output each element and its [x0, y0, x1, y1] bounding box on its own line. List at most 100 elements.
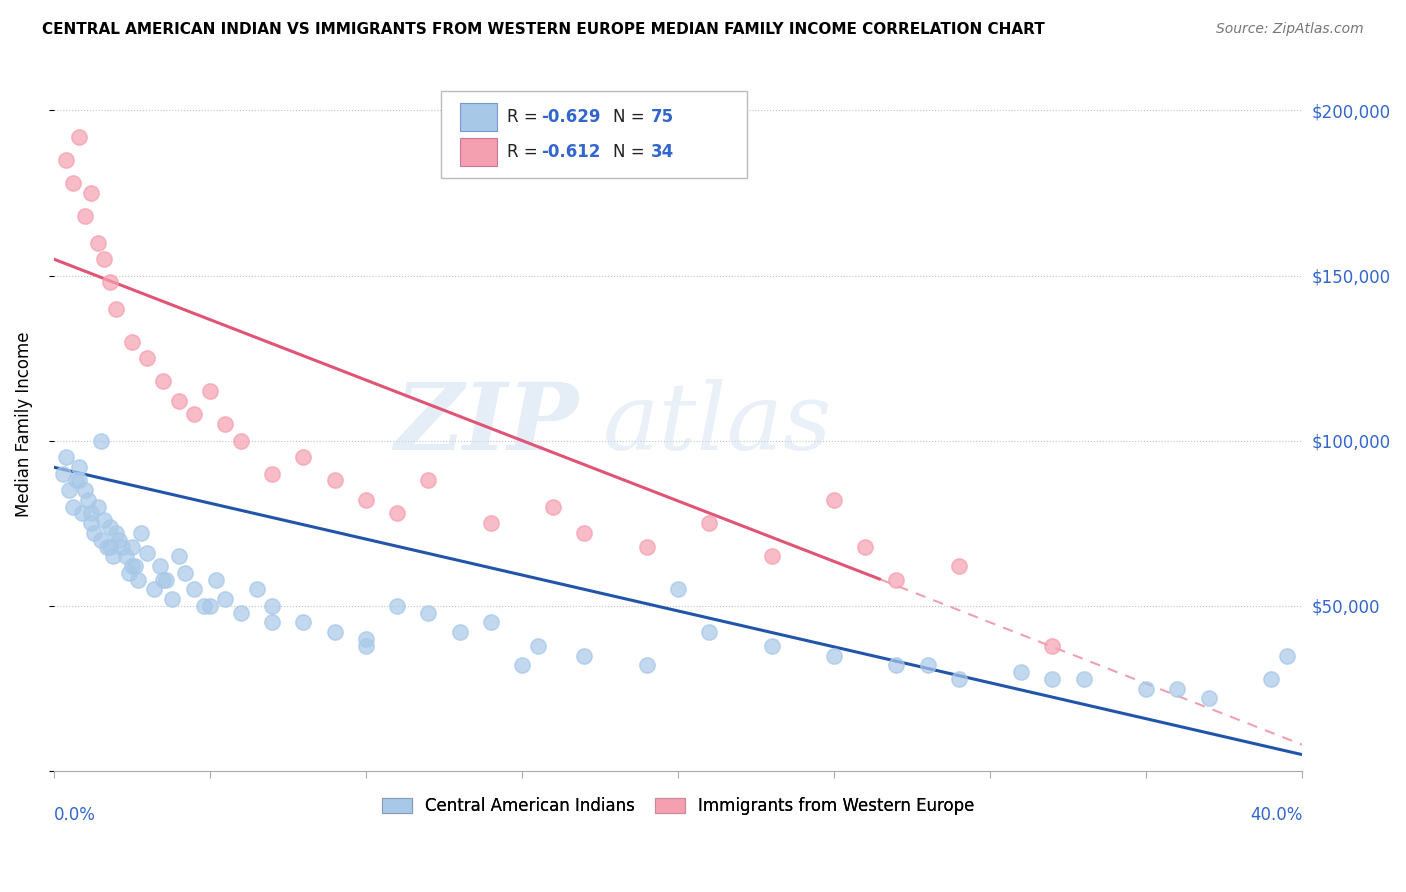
- Text: ZIP: ZIP: [394, 379, 578, 469]
- Point: [198, 599, 221, 613]
- Point: [697, 516, 720, 531]
- Point: [121, 559, 143, 574]
- Point: [77, 493, 100, 508]
- Point: [101, 549, 124, 564]
- Point: [183, 408, 205, 422]
- Point: [323, 625, 346, 640]
- Point: [853, 540, 876, 554]
- Point: [90, 533, 112, 547]
- Point: [354, 639, 377, 653]
- Point: [62, 500, 84, 514]
- Point: [152, 573, 174, 587]
- Point: [229, 606, 252, 620]
- Point: [108, 533, 131, 547]
- Point: [1198, 691, 1220, 706]
- Point: [385, 599, 408, 613]
- Point: [574, 648, 596, 663]
- Point: [98, 519, 121, 533]
- Point: [152, 375, 174, 389]
- Point: [262, 599, 284, 613]
- Text: 75: 75: [651, 108, 673, 126]
- Point: [52, 467, 75, 481]
- Point: [105, 526, 128, 541]
- Point: [917, 658, 939, 673]
- Point: [886, 658, 908, 673]
- Point: [142, 582, 165, 597]
- Point: [214, 417, 236, 432]
- Point: [1260, 672, 1282, 686]
- Point: [214, 592, 236, 607]
- Point: [65, 474, 87, 488]
- Text: R =: R =: [508, 108, 543, 126]
- Point: [262, 615, 284, 630]
- Point: [93, 513, 115, 527]
- Text: atlas: atlas: [603, 379, 832, 469]
- Text: -0.629: -0.629: [541, 108, 600, 126]
- Point: [80, 507, 103, 521]
- Point: [1135, 681, 1157, 696]
- Point: [67, 474, 90, 488]
- Text: 0.0%: 0.0%: [53, 805, 96, 824]
- Point: [73, 209, 96, 223]
- Point: [418, 606, 440, 620]
- Point: [1275, 648, 1298, 663]
- Point: [55, 153, 77, 167]
- Point: [121, 540, 143, 554]
- Point: [96, 540, 118, 554]
- Point: [636, 540, 658, 554]
- Point: [1010, 665, 1032, 679]
- Point: [246, 582, 269, 597]
- Point: [229, 434, 252, 448]
- Text: R =: R =: [508, 143, 543, 161]
- Point: [479, 615, 502, 630]
- Point: [510, 658, 533, 673]
- Point: [636, 658, 658, 673]
- Point: [114, 549, 136, 564]
- Point: [292, 615, 315, 630]
- FancyBboxPatch shape: [460, 137, 496, 166]
- Point: [193, 599, 215, 613]
- Point: [136, 351, 159, 366]
- Point: [183, 582, 205, 597]
- Point: [823, 648, 845, 663]
- Text: 34: 34: [651, 143, 673, 161]
- Point: [93, 252, 115, 266]
- Text: N =: N =: [613, 143, 650, 161]
- Point: [948, 672, 970, 686]
- Point: [73, 483, 96, 498]
- Point: [761, 639, 783, 653]
- Point: [948, 559, 970, 574]
- Point: [98, 275, 121, 289]
- Point: [83, 526, 105, 541]
- Point: [127, 573, 149, 587]
- Point: [541, 500, 564, 514]
- Point: [418, 474, 440, 488]
- Point: [292, 450, 315, 465]
- Text: -0.612: -0.612: [541, 143, 600, 161]
- Text: N =: N =: [613, 108, 650, 126]
- Point: [886, 573, 908, 587]
- Point: [86, 500, 108, 514]
- Point: [162, 592, 184, 607]
- Point: [761, 549, 783, 564]
- Point: [1073, 672, 1095, 686]
- Point: [136, 546, 159, 560]
- Y-axis label: Median Family Income: Median Family Income: [15, 332, 32, 517]
- Point: [823, 493, 845, 508]
- Point: [1166, 681, 1188, 696]
- Point: [55, 450, 77, 465]
- Point: [526, 639, 548, 653]
- Point: [262, 467, 284, 481]
- Legend: Central American Indians, Immigrants from Western Europe: Central American Indians, Immigrants fro…: [381, 797, 974, 814]
- Point: [167, 394, 190, 409]
- Point: [62, 176, 84, 190]
- Point: [67, 460, 90, 475]
- Point: [697, 625, 720, 640]
- Point: [124, 559, 146, 574]
- FancyBboxPatch shape: [460, 103, 496, 131]
- Point: [354, 632, 377, 646]
- Point: [1042, 672, 1064, 686]
- Point: [129, 526, 152, 541]
- Point: [354, 493, 377, 508]
- Point: [666, 582, 689, 597]
